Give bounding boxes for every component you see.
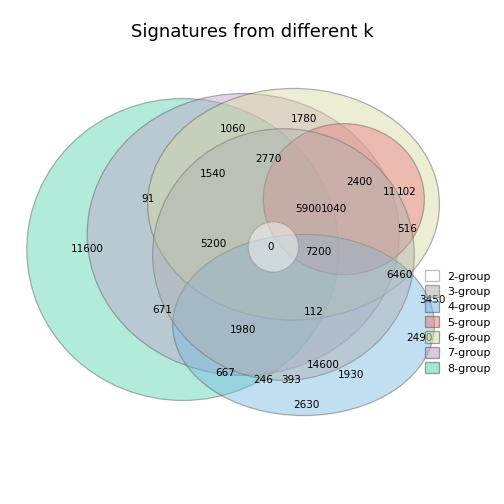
Text: 246: 246	[254, 375, 273, 386]
Ellipse shape	[153, 129, 414, 381]
Text: 2400: 2400	[346, 176, 372, 186]
Text: 5900: 5900	[295, 204, 322, 214]
Legend: 2-group, 3-group, 4-group, 5-group, 6-group, 7-group, 8-group: 2-group, 3-group, 4-group, 5-group, 6-gr…	[422, 267, 494, 377]
Text: 91: 91	[141, 194, 154, 204]
Ellipse shape	[87, 93, 399, 375]
Text: 3450: 3450	[419, 295, 445, 305]
Text: 11600: 11600	[71, 244, 104, 255]
Text: 112: 112	[304, 307, 324, 318]
Text: 393: 393	[281, 375, 301, 386]
Text: 11: 11	[383, 186, 396, 197]
Text: 14600: 14600	[307, 360, 340, 370]
Text: 102: 102	[397, 186, 417, 197]
Text: 671: 671	[153, 305, 172, 315]
Text: 0: 0	[268, 242, 274, 252]
Ellipse shape	[248, 222, 298, 272]
Text: 1040: 1040	[321, 204, 347, 214]
Text: 1060: 1060	[220, 123, 246, 134]
Text: 6460: 6460	[386, 270, 412, 280]
Ellipse shape	[148, 89, 439, 320]
Text: 1930: 1930	[338, 370, 364, 381]
Text: 2630: 2630	[293, 401, 319, 410]
Text: 5200: 5200	[200, 239, 226, 249]
Ellipse shape	[173, 234, 434, 415]
Text: 1540: 1540	[200, 169, 226, 179]
Text: 667: 667	[216, 368, 235, 378]
Ellipse shape	[27, 98, 339, 401]
Title: Signatures from different k: Signatures from different k	[131, 23, 373, 41]
Text: 516: 516	[397, 224, 417, 234]
Text: 2770: 2770	[255, 154, 282, 164]
Text: 2490: 2490	[406, 333, 432, 343]
Text: 7200: 7200	[305, 247, 332, 257]
Text: 1780: 1780	[290, 113, 317, 123]
Ellipse shape	[263, 123, 424, 275]
Text: 1980: 1980	[230, 325, 257, 335]
